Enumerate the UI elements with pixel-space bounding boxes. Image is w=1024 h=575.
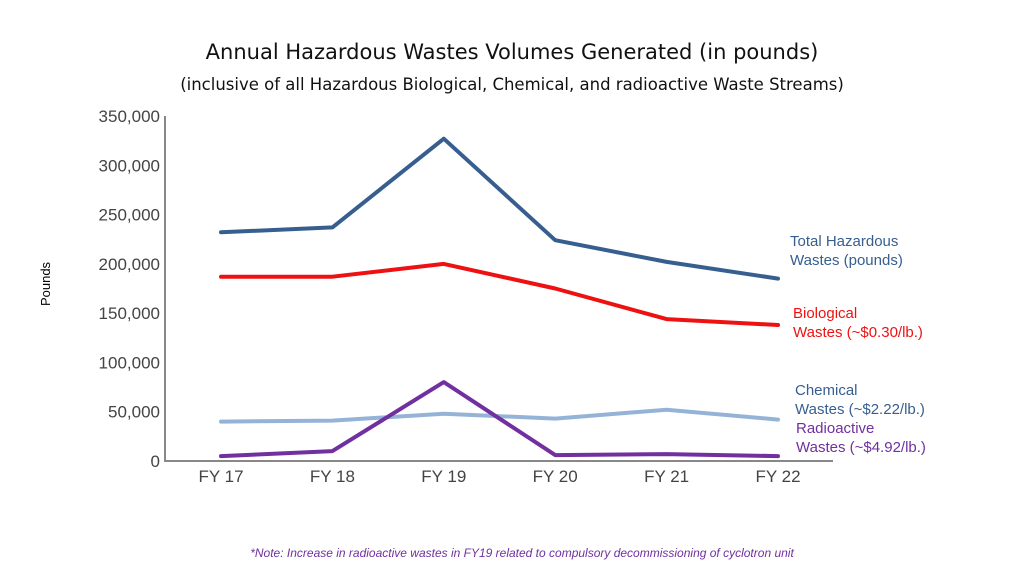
y-tick-label: 250,000 (99, 206, 160, 225)
y-tick-label: 0 (151, 452, 160, 471)
y-tick-label: 200,000 (99, 255, 160, 274)
y-tick-label: 350,000 (99, 107, 160, 126)
series-labels: Total Hazardous Wastes (pounds) Biological… (790, 233, 926, 456)
series-label-2: Chemical Wastes (~$2.22/lb.) (795, 382, 925, 418)
y-tick-label: 300,000 (99, 156, 160, 175)
series-line-0 (219, 136, 780, 281)
series-label-0: Total Hazardous Wastes (pounds) (790, 233, 903, 269)
x-tick-label: FY 22 (755, 467, 800, 486)
x-tick-label: FY 21 (644, 467, 689, 486)
x-tick-label: FY 18 (310, 467, 355, 486)
series-line-1 (219, 261, 780, 327)
x-tick-label: FY 20 (533, 467, 578, 486)
y-axis-label: Pounds (38, 261, 53, 306)
axes (164, 116, 833, 462)
chart-title: Annual Hazardous Wastes Volumes Generate… (205, 40, 819, 64)
y-tick-label: 50,000 (108, 403, 160, 422)
series-lines (219, 136, 780, 459)
series-line-2 (219, 407, 780, 424)
y-tick-label: 150,000 (99, 304, 160, 323)
x-tick-label: FY 17 (198, 467, 243, 486)
chart-subtitle: (inclusive of all Hazardous Biological, … (180, 75, 844, 94)
y-axis-ticks: 0 50,000 100,000 150,000 200,000 250,000 300,0… (99, 107, 160, 471)
series-line-3 (219, 380, 780, 459)
footnote: *Note: Increase in radioactive wastes in… (250, 546, 794, 560)
y-tick-label: 100,000 (99, 353, 160, 372)
series-label-1: Biological Wastes (~$0.30/lb.) (793, 305, 923, 341)
x-tick-label: FY 19 (421, 467, 466, 486)
series-label-3: Radioactive Wastes (~$4.92/lb.) (796, 420, 926, 456)
x-axis-ticks: FY 17 FY 18 FY 19 FY 20 FY 21 FY 22 (198, 467, 800, 486)
